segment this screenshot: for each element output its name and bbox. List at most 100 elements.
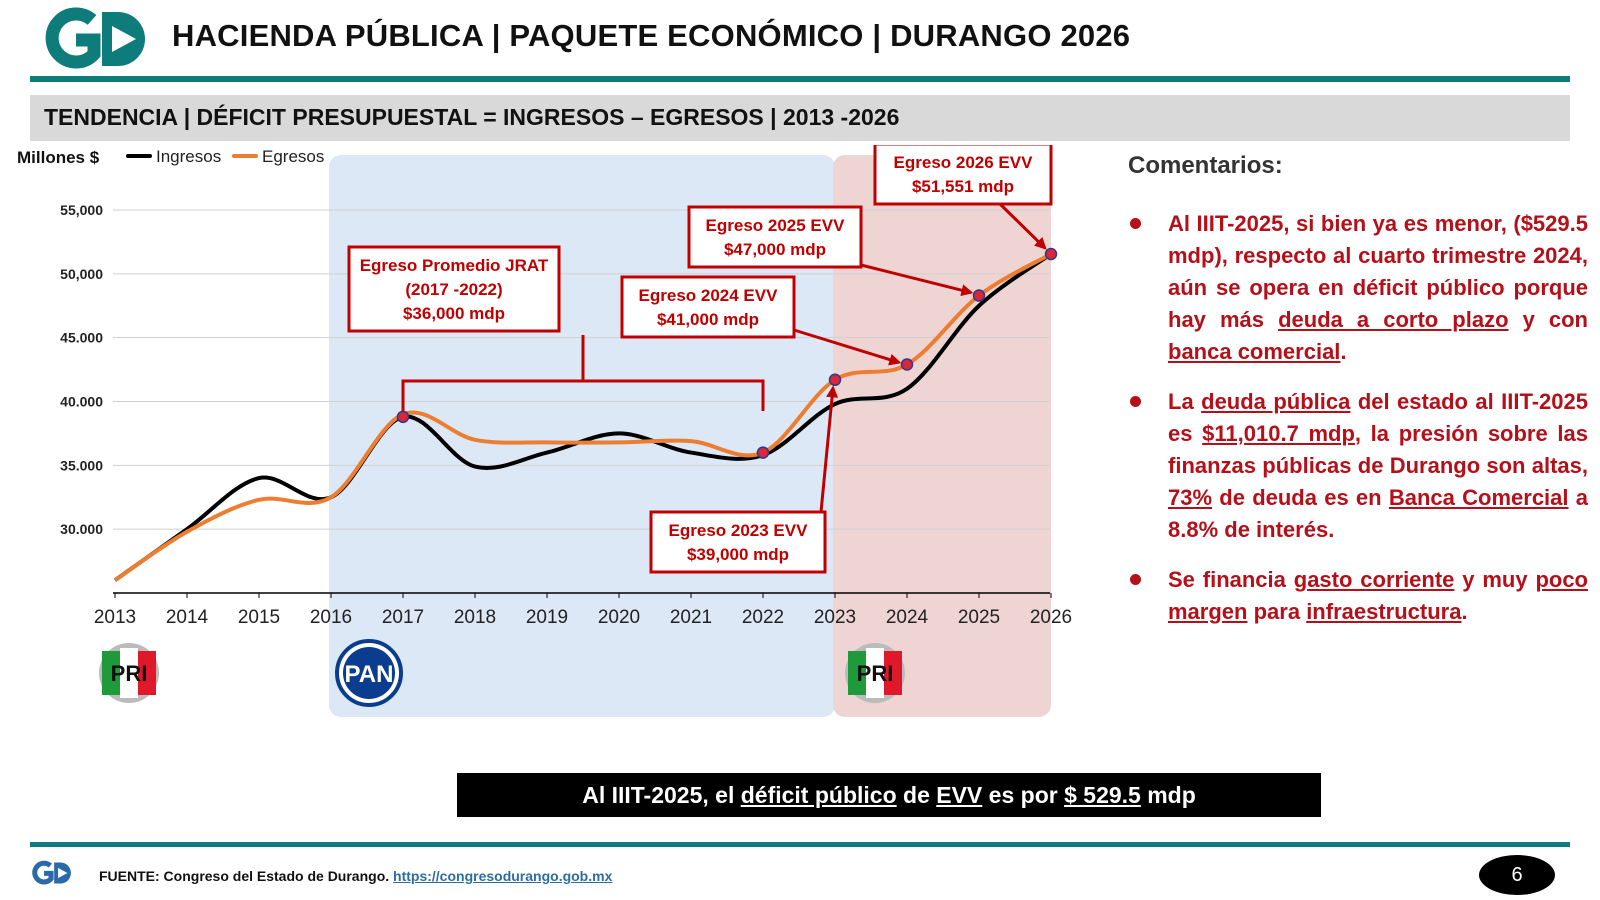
annotation-2024-text: $41,000 mdp bbox=[657, 310, 759, 329]
annotation-jrat-bracket bbox=[401, 335, 765, 411]
annotation-jrat-box bbox=[347, 245, 561, 333]
comment-segment: poco margen bbox=[1168, 567, 1588, 624]
deficit-banner: Al IIIT-2025, el déficit público de EVV … bbox=[457, 773, 1321, 817]
annotation-2026-text: $51,551 mdp bbox=[912, 177, 1014, 196]
x-tick-label: 2018 bbox=[454, 607, 496, 628]
comment-segment: deuda a corto plazo bbox=[1278, 307, 1509, 332]
comment-segment: para bbox=[1247, 599, 1307, 624]
banner-segment: EVV bbox=[936, 782, 983, 808]
bullet-icon bbox=[1130, 396, 1141, 407]
legend-egresos-label: Egresos bbox=[262, 147, 324, 166]
pri-logo-green bbox=[102, 651, 120, 695]
x-tick-label: 2014 bbox=[166, 607, 209, 628]
comment-segment: y con bbox=[1508, 307, 1588, 332]
comment-segment: 73% bbox=[1168, 485, 1213, 510]
source-link[interactable]: https://congresodurango.gob.mx bbox=[393, 868, 613, 884]
bottom-divider bbox=[30, 842, 1570, 847]
data-marker bbox=[756, 446, 770, 459]
page-number: 6 bbox=[1479, 855, 1555, 895]
pan-logo: PAN bbox=[335, 639, 403, 707]
y-tick-label: 30.000 bbox=[60, 521, 103, 537]
comment-segment: banca comercial bbox=[1168, 339, 1341, 364]
x-tick-label: 2025 bbox=[958, 607, 1000, 628]
annotation-jrat-text: (2017 -2022) bbox=[405, 280, 502, 299]
comments-panel: Comentarios: Al IIIT-2025, si bien ya es… bbox=[1128, 152, 1588, 646]
deficit-chart: 30.000 35.000 40.000 45.000 50,000 55,000 201… bbox=[17, 145, 1072, 717]
comment-item: Al IIIT-2025, si bien ya es menor, ($529… bbox=[1128, 208, 1588, 368]
comment-segment: . bbox=[1461, 599, 1468, 624]
comment-segment: Banca Comercial bbox=[1388, 485, 1569, 510]
comment-segment: del estado al IIIT-2025 es bbox=[1168, 389, 1588, 446]
gd-footer-logo bbox=[32, 860, 71, 885]
comments-title: Comentarios: bbox=[1128, 152, 1283, 179]
bullet-icon bbox=[1130, 574, 1141, 585]
annotation-2026-box bbox=[873, 145, 1053, 206]
annotation-jrat-text: $36,000 mdp bbox=[403, 304, 505, 323]
comment-segment: de deuda es en bbox=[1212, 485, 1389, 510]
comment-segment: , la presión sobre las finanzas públicas… bbox=[1168, 421, 1588, 478]
comments-list: Al IIIT-2025, si bien ya es menor, ($529… bbox=[1128, 208, 1588, 628]
comment-segment: y muy bbox=[1454, 567, 1536, 592]
annotation-2026-arrow bbox=[998, 202, 1047, 250]
comment-segment: La bbox=[1168, 389, 1202, 414]
pan-logo-text: PAN bbox=[345, 661, 394, 688]
comment-segment: . bbox=[1340, 339, 1347, 364]
comment-segment: infraestructura bbox=[1306, 599, 1462, 624]
gd-logo bbox=[45, 7, 145, 69]
section-title: TENDENCIA | DÉFICIT PRESUPUESTAL = INGRE… bbox=[44, 104, 900, 130]
banner-segment: Al IIIT-2025, el bbox=[582, 782, 741, 808]
x-tick-label: 2020 bbox=[598, 607, 640, 628]
annotation-2024-arrow bbox=[793, 328, 902, 366]
annotation-2025-text: Egreso 2025 EVV bbox=[706, 216, 846, 235]
pri-logo-red bbox=[884, 651, 902, 695]
pri-logo: PRI bbox=[99, 643, 159, 703]
data-marker bbox=[972, 289, 986, 302]
pri-logo-text: PRI bbox=[111, 661, 148, 686]
bullet-icon bbox=[1130, 218, 1141, 229]
annotation-2026-text: Egreso 2026 EVV bbox=[894, 153, 1034, 172]
annotation-jrat-text: Egreso Promedio JRAT bbox=[360, 256, 549, 275]
data-marker bbox=[828, 373, 842, 387]
y-axis-label: Millones $ bbox=[17, 148, 100, 167]
banner-segment: $ 529.5 bbox=[1064, 782, 1141, 808]
y-tick-label: 45.000 bbox=[60, 330, 103, 346]
x-tick-label: 2022 bbox=[742, 607, 784, 628]
x-tick-label: 2021 bbox=[670, 607, 712, 628]
y-tick-label: 35.000 bbox=[60, 457, 103, 473]
source-note: FUENTE: Congreso del Estado de Durango. … bbox=[99, 868, 612, 884]
annotation-2024-text: Egreso 2024 EVV bbox=[639, 286, 779, 305]
top-divider bbox=[30, 76, 1570, 82]
legend-ingresos-label: Ingresos bbox=[156, 147, 221, 166]
source-label: FUENTE: Congreso del Estado de Durango. bbox=[99, 868, 390, 884]
banner-segment: es por bbox=[982, 782, 1065, 808]
x-tick-label: 2016 bbox=[310, 607, 352, 628]
x-tick-label: 2015 bbox=[238, 607, 280, 628]
pri-logo-red bbox=[138, 651, 156, 695]
x-tick-label: 2019 bbox=[526, 607, 568, 628]
comment-item: La deuda pública del estado al IIIT-2025… bbox=[1128, 386, 1588, 546]
annotation-2025-text: $47,000 mdp bbox=[724, 240, 826, 259]
comment-segment: $11,010.7 mdp bbox=[1202, 421, 1355, 446]
x-tick-label: 2026 bbox=[1030, 607, 1072, 628]
section-header: TENDENCIA | DÉFICIT PRESUPUESTAL = INGRE… bbox=[30, 95, 1570, 141]
annotation-2023-box bbox=[649, 510, 827, 574]
banner-segment: mdp bbox=[1140, 782, 1196, 808]
x-tick-label: 2023 bbox=[814, 607, 856, 628]
comment-item: Se financia gasto corriente y muy poco m… bbox=[1128, 564, 1588, 628]
data-marker bbox=[900, 358, 914, 371]
pri-logo-green bbox=[848, 651, 866, 695]
pri-logo-white bbox=[120, 648, 138, 698]
x-tick-label: 2013 bbox=[94, 607, 136, 628]
data-marker bbox=[1044, 247, 1058, 261]
annotation-2023-text: $39,000 mdp bbox=[687, 545, 789, 564]
comment-segment: Se financia bbox=[1168, 567, 1294, 592]
y-tick-label: 50,000 bbox=[60, 266, 103, 282]
annotation-2023-text: Egreso 2023 EVV bbox=[669, 521, 809, 540]
pan-logo-disc bbox=[343, 647, 395, 699]
comment-segment: a 8.8% de interés. bbox=[1168, 485, 1588, 542]
pri-logo: PRI bbox=[845, 643, 905, 703]
banner-segment: déficit público bbox=[740, 782, 897, 808]
pri-logo-text: PRI bbox=[857, 661, 894, 686]
x-tick-label: 2024 bbox=[886, 607, 929, 628]
y-tick-label: 40.000 bbox=[60, 394, 103, 410]
